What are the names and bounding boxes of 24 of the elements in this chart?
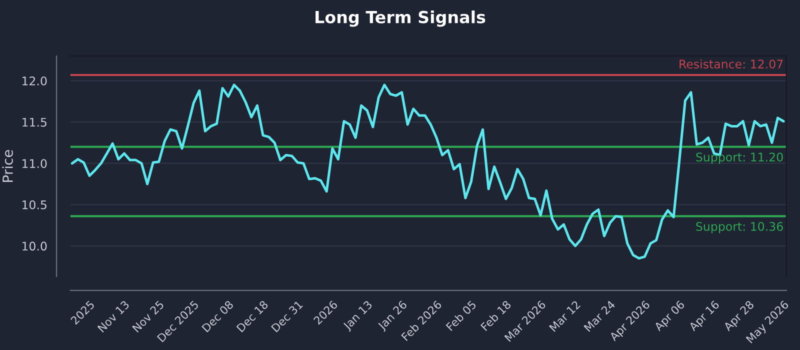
x-tick-label: Feb 18 xyxy=(480,300,512,332)
x-tick-label: Apr 06 xyxy=(654,300,687,334)
y-tick-label: 10.5 xyxy=(22,200,46,210)
y-tick-label: 11.0 xyxy=(22,159,47,168)
x-tick-label: Dec 08 xyxy=(202,300,234,332)
x-tick-label: Mar 12 xyxy=(548,300,581,332)
x-tick-label: Dec 31 xyxy=(270,300,304,332)
y-axis-title: Price xyxy=(2,150,13,182)
x-tick-label: Nov 25 xyxy=(132,300,164,333)
line-series xyxy=(70,84,785,260)
ref-line-label: Support: 10.36 xyxy=(696,222,783,234)
x-tick-label: Feb 05 xyxy=(446,300,477,332)
chart-title: Long Term Signals xyxy=(316,10,486,27)
x-tick-label: Apr 16 xyxy=(688,300,722,334)
x-tick-label: Jan 13 xyxy=(342,300,374,332)
x-tick-label: Nov 13 xyxy=(97,300,130,333)
x-tick-label: Mar 24 xyxy=(584,300,616,332)
y-tick-label: 12.0 xyxy=(22,76,47,86)
ref-line-label: Support: 11.20 xyxy=(696,152,783,164)
x-tick-label: Dec 18 xyxy=(236,300,269,332)
ref-line-label: Resistance: 12.07 xyxy=(680,59,783,69)
y-tick-label: 11.5 xyxy=(22,118,46,127)
y-tick-label: 10.0 xyxy=(22,242,47,251)
x-tick-label: Jan 26 xyxy=(376,300,409,332)
